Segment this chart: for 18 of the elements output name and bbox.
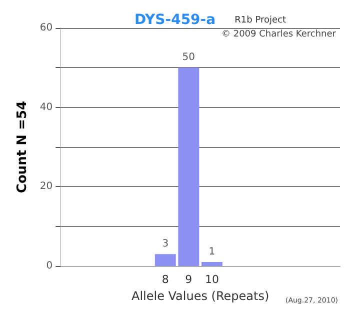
- y-tick-label: 0: [46, 260, 53, 272]
- y-tick-label: 60: [40, 22, 53, 34]
- bar: [201, 262, 222, 266]
- x-tick-label: 10: [204, 273, 219, 286]
- x-axis-title: Allele Values (Repeats): [131, 288, 270, 303]
- y-axis-title: Count N =54: [15, 100, 30, 194]
- bar: [154, 254, 176, 266]
- annotation: © 2009 Charles Kerchner: [221, 30, 336, 40]
- x-tick-label: 8: [162, 273, 169, 286]
- chart-title: DYS-459-a: [134, 12, 216, 28]
- y-tick-label: 40: [40, 102, 53, 113]
- data-label: 1: [208, 246, 216, 258]
- x-tick-label: 9: [185, 273, 192, 286]
- bar: [178, 68, 200, 266]
- text: R1b Project: [234, 16, 286, 26]
- data-label: 50: [182, 52, 196, 64]
- data-label: 3: [162, 238, 169, 250]
- y-tick-label: 20: [40, 181, 53, 192]
